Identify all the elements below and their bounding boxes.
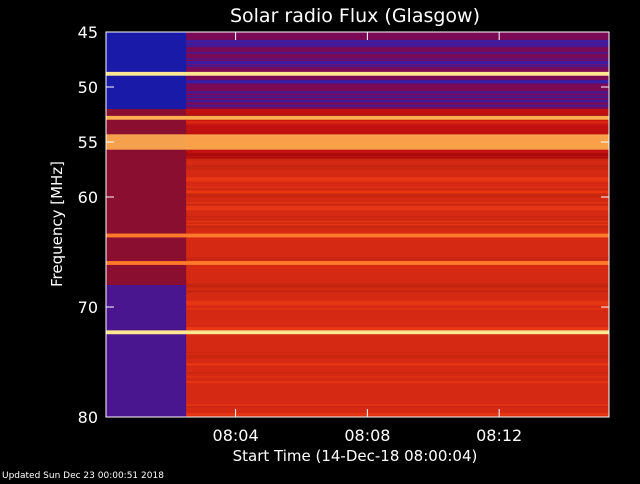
spectrogram-heatmap <box>106 32 609 417</box>
channel-streak <box>186 413 609 415</box>
bright-band <box>106 330 609 335</box>
channel-streak <box>186 123 609 125</box>
y-tick-label: 70 <box>78 298 98 317</box>
channel-streak <box>186 356 609 359</box>
channel-streak <box>186 258 609 261</box>
channel-streak <box>186 153 609 157</box>
bright-band <box>106 115 609 120</box>
channel-streak <box>186 190 609 194</box>
quiet-low-flux-region <box>106 32 187 109</box>
channel-streak <box>186 43 609 46</box>
channel-streak <box>186 218 609 221</box>
channel-streak <box>186 58 609 60</box>
bright-band <box>106 71 609 76</box>
channel-streak <box>186 91 609 94</box>
x-tick-label: 08:04 <box>213 426 259 445</box>
channel-streak <box>186 40 609 43</box>
quiet-lower-region <box>106 285 187 417</box>
channel-streak <box>186 285 609 288</box>
channel-streak <box>186 99 609 101</box>
channel-streak <box>186 372 609 374</box>
channel-streak <box>186 257 609 259</box>
channel-streak <box>186 104 609 107</box>
x-tick-label: 08:12 <box>476 426 522 445</box>
channel-streak <box>186 404 609 407</box>
channel-streak <box>186 205 609 208</box>
channel-streak <box>186 80 609 84</box>
channel-streak <box>186 220 609 223</box>
channel-streak <box>186 179 609 182</box>
channel-streak <box>186 300 609 304</box>
channel-streak <box>186 120 609 124</box>
y-tick-label: 50 <box>78 78 98 97</box>
active-tint <box>186 158 609 417</box>
channel-streak <box>186 157 609 160</box>
x-axis-ticks: 08:04 08:08 08:12 <box>213 32 522 445</box>
channel-streak <box>186 363 609 366</box>
updated-timestamp: Updated Sun Dec 23 00:00:51 2018 <box>2 471 164 480</box>
channel-streak <box>186 405 609 408</box>
channel-streak <box>186 164 609 168</box>
y-tick-label: 80 <box>78 408 98 427</box>
channel-streak <box>186 225 609 229</box>
channel-streak <box>186 354 609 357</box>
x-axis-label: Start Time (14-Dec-18 08:00:04) <box>233 447 478 465</box>
channel-streak <box>186 376 609 378</box>
chart-title: Solar radio Flux (Glasgow) <box>230 5 480 27</box>
channel-streak <box>186 207 609 211</box>
channel-streak <box>186 177 609 181</box>
channel-streak <box>186 61 609 64</box>
bright-bands <box>106 71 609 335</box>
x-tick-label: 08:08 <box>344 426 390 445</box>
channel-streak <box>186 45 609 48</box>
channel-streak <box>186 216 609 218</box>
channel-streak <box>186 308 609 310</box>
channel-streak <box>186 381 609 384</box>
channel-streak <box>186 224 609 227</box>
channel-streak <box>186 283 609 286</box>
channel-streak <box>186 290 609 293</box>
channel-streak <box>186 100 609 103</box>
channel-streak <box>186 166 609 170</box>
channel-streak <box>186 187 609 190</box>
y-tick-label: 45 <box>78 23 98 42</box>
channel-streak <box>186 327 609 331</box>
y-axis-label: Frequency [MHz] <box>48 161 66 287</box>
y-tick-label: 60 <box>78 188 98 207</box>
channel-streak <box>186 194 609 198</box>
plot-frame <box>105 31 610 418</box>
channel-streak <box>186 65 609 67</box>
channel-streak <box>186 202 609 204</box>
bright-band <box>106 134 609 150</box>
channel-streak <box>186 159 609 161</box>
bright-band <box>106 233 609 238</box>
channel-streak <box>186 95 609 97</box>
channel-streak <box>186 203 609 206</box>
bright-band <box>106 261 609 265</box>
channel-streak <box>186 351 609 353</box>
channel-streak <box>186 96 609 99</box>
y-axis-ticks: 45 50 55 60 70 80 <box>78 23 609 427</box>
y-tick-label: 55 <box>78 133 98 152</box>
channel-streak <box>186 51 609 54</box>
channel-streak <box>186 186 609 189</box>
channel-streak <box>186 302 609 306</box>
